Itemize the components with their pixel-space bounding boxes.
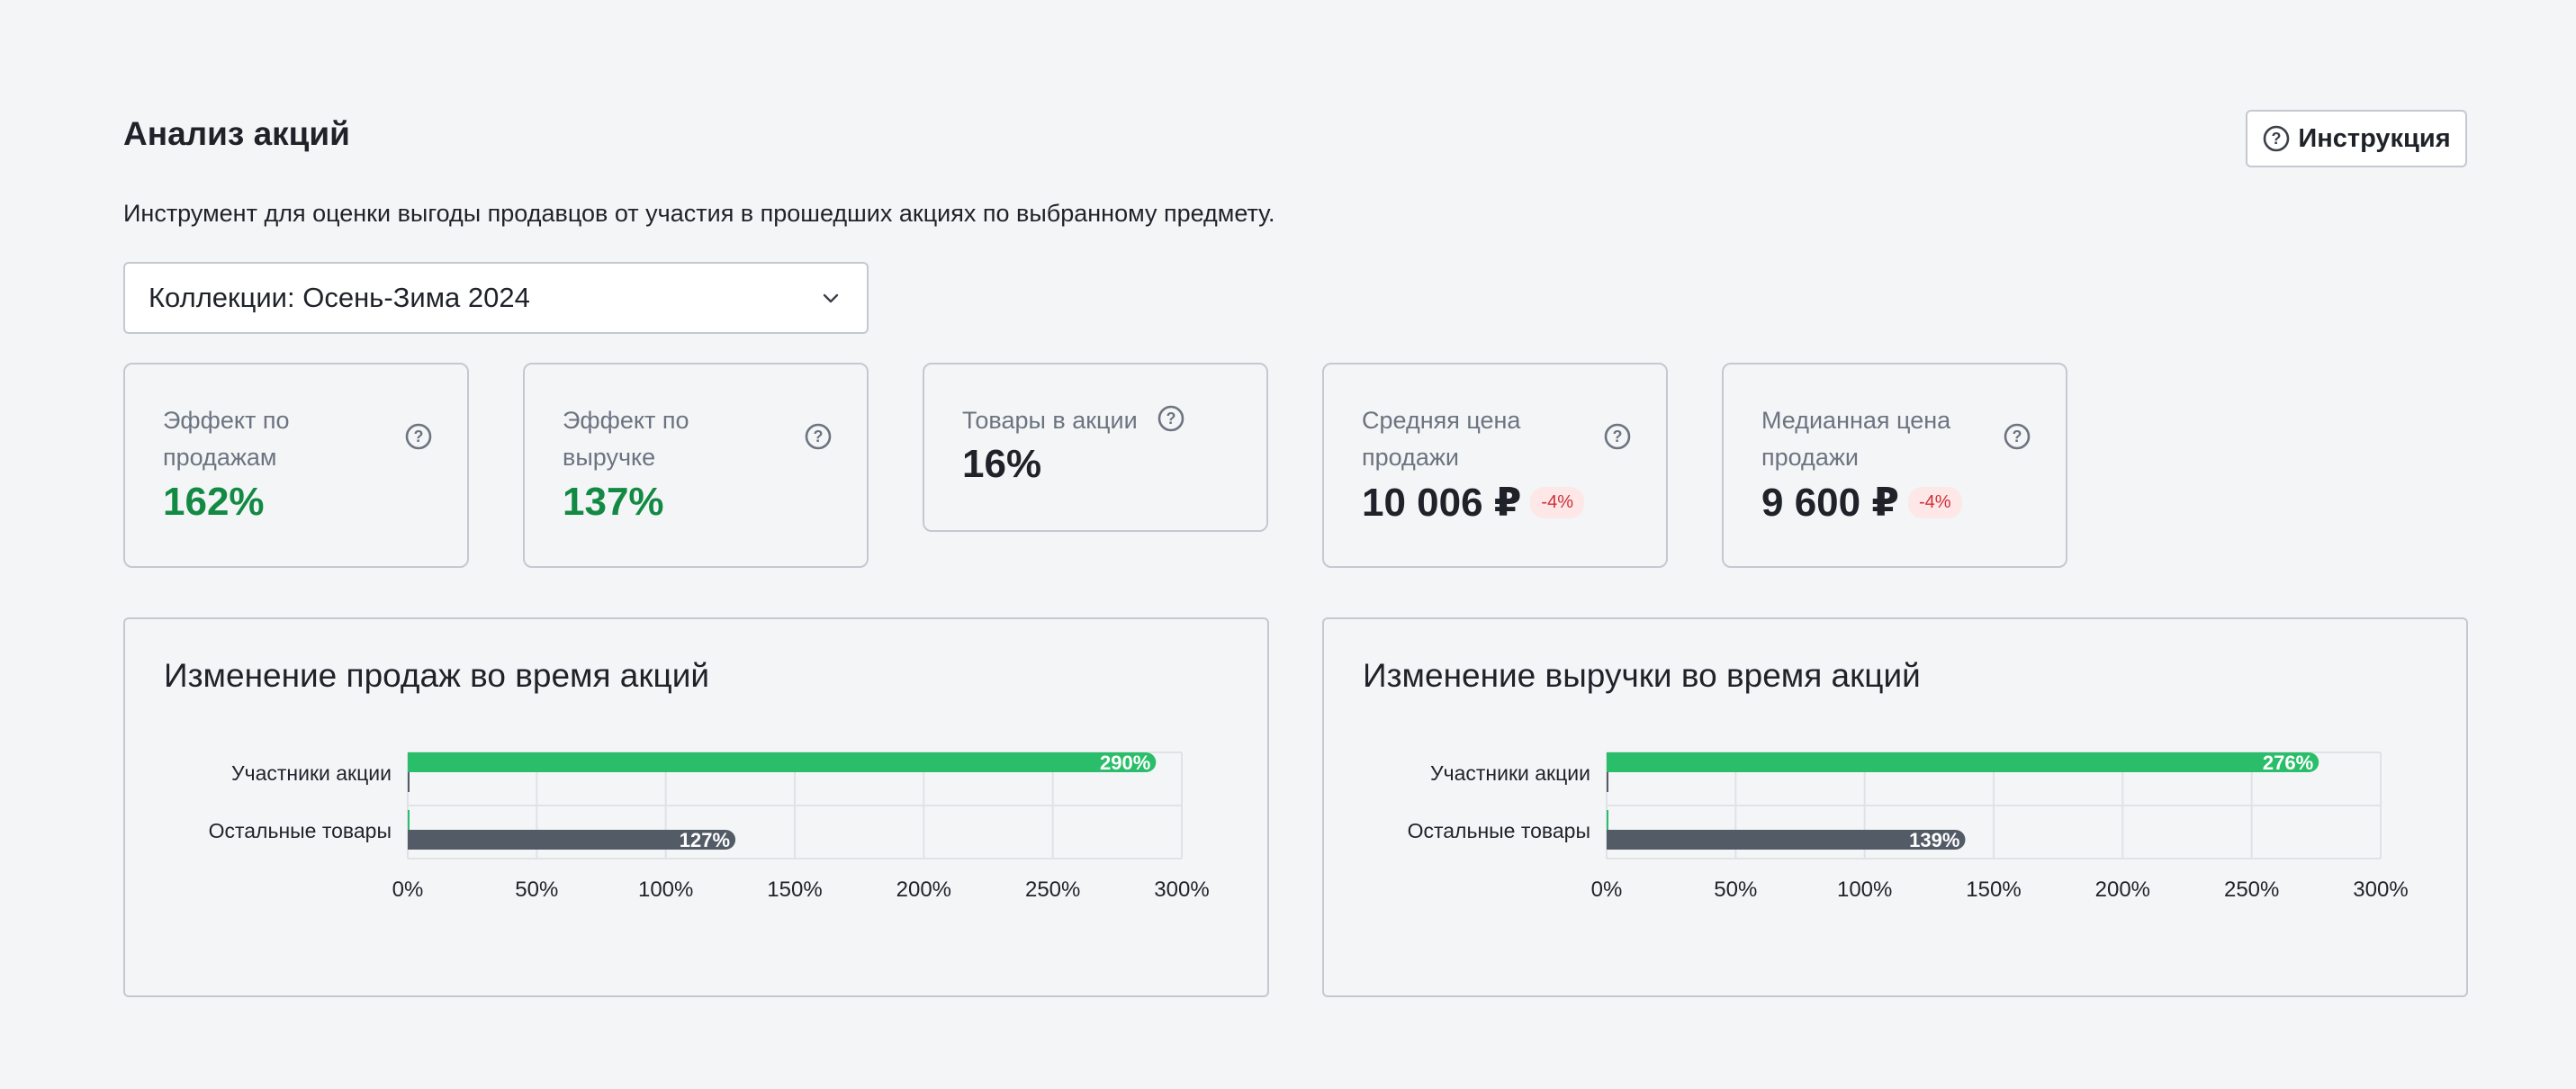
x-tick-label: 150% [767, 878, 822, 902]
svg-text:?: ? [2272, 130, 2282, 148]
bar [1607, 752, 2319, 772]
help-icon[interactable]: ? [1603, 422, 1632, 451]
x-tick-label: 0% [392, 878, 424, 902]
bar-value-label: 139% [1909, 829, 1959, 851]
svg-text:?: ? [814, 428, 824, 446]
page-description: Инструмент для оценки выгоды продавцов о… [123, 200, 1275, 227]
chart-title: Изменение продаж во время акций [164, 657, 710, 694]
x-tick-label: 300% [1154, 878, 1209, 902]
bar [1607, 772, 1608, 792]
x-tick-label: 300% [2353, 878, 2408, 902]
bar [1607, 810, 1608, 830]
kpi-label: Товары в акции [962, 407, 1138, 434]
bar [408, 810, 410, 830]
kpi-value: 162% [163, 480, 265, 524]
kpi-value-row: 9 600 ₽ -4% [1761, 480, 1962, 526]
kpi-label: Эффект по продажам [163, 407, 290, 471]
help-icon[interactable]: ? [804, 422, 833, 451]
chart-title: Изменение выручки во время акций [1363, 657, 1921, 694]
delta-badge: -4% [1907, 486, 1962, 518]
bar [408, 830, 736, 850]
bar-value-label: 276% [2263, 752, 2313, 774]
x-tick-label: 0% [1591, 878, 1623, 902]
sales-change-chart-card: Изменение продаж во время акций 0% 50% 100… [123, 617, 1269, 997]
x-tick-label: 250% [1025, 878, 1080, 902]
help-icon[interactable]: ? [404, 422, 433, 451]
bar-value-label: 290% [1100, 752, 1150, 774]
svg-text:?: ? [1613, 428, 1623, 446]
x-tick-label: 50% [1714, 878, 1757, 902]
bar [408, 752, 1157, 772]
svg-text:?: ? [1166, 410, 1176, 428]
instruction-button[interactable]: ? Инструкция [2246, 110, 2467, 167]
question-circle-icon: ? [2264, 125, 2290, 152]
kpi-value: 9 600 ₽ [1761, 481, 1899, 525]
kpi-label: Эффект по выручке [563, 407, 689, 471]
category-label: Остальные товары [209, 819, 392, 842]
category-label: Участники акции [231, 761, 392, 785]
kpi-card-revenue-effect: Эффект по выручке ? 137% [523, 363, 869, 568]
subject-select-value: Коллекции: Осень-Зима 2024 [149, 282, 530, 313]
x-tick-label: 50% [515, 878, 558, 902]
bar [1607, 830, 1966, 850]
x-tick-label: 200% [896, 878, 951, 902]
sales-change-chart: 0% 50% 100% 150% 200% 250% 300% Участники акции… [209, 752, 1210, 902]
kpi-value: 137% [563, 480, 664, 524]
help-icon[interactable]: ? [1157, 404, 1185, 433]
x-tick-label: 150% [1966, 878, 2021, 902]
help-icon[interactable]: ? [2003, 422, 2031, 451]
page-title: Анализ акций [123, 115, 350, 152]
kpi-label: Средняя цена продажи [1362, 407, 1521, 471]
kpi-card-median-price: Медианная цена продажи ? 9 600 ₽ -4% [1722, 363, 2067, 568]
kpi-card-sales-effect: Эффект по продажам ? 162% [123, 363, 469, 568]
kpi-card-promo-items: Товары в акции ? 16% [923, 363, 1268, 532]
revenue-change-chart-card: Изменение выручки во время акций 0% 50% 10… [1322, 617, 2468, 997]
x-tick-label: 100% [638, 878, 693, 902]
subject-select[interactable]: Коллекции: Осень-Зима 2024 [123, 262, 869, 334]
svg-text:?: ? [414, 428, 424, 446]
category-label: Участники акции [1430, 761, 1590, 785]
x-tick-label: 200% [2095, 878, 2150, 902]
bar [408, 772, 410, 792]
kpi-value: 10 006 ₽ [1362, 481, 1522, 525]
x-tick-label: 250% [2224, 878, 2279, 902]
kpi-value: 16% [962, 442, 1042, 486]
svg-text:?: ? [2013, 428, 2022, 446]
bar-value-label: 127% [680, 829, 730, 851]
kpi-label: Медианная цена продажи [1761, 407, 1951, 471]
kpi-card-avg-price: Средняя цена продажи ? 10 006 ₽ -4% [1322, 363, 1668, 568]
chevron-down-icon [823, 293, 839, 303]
x-tick-label: 100% [1837, 878, 1892, 902]
instruction-button-label: Инструкция [2298, 123, 2451, 153]
kpi-value-row: 10 006 ₽ -4% [1362, 480, 1584, 526]
delta-badge: -4% [1530, 486, 1584, 518]
category-label: Остальные товары [1408, 819, 1590, 842]
revenue-change-chart: 0% 50% 100% 150% 200% 250% 300% Участники акции… [1408, 752, 2409, 902]
